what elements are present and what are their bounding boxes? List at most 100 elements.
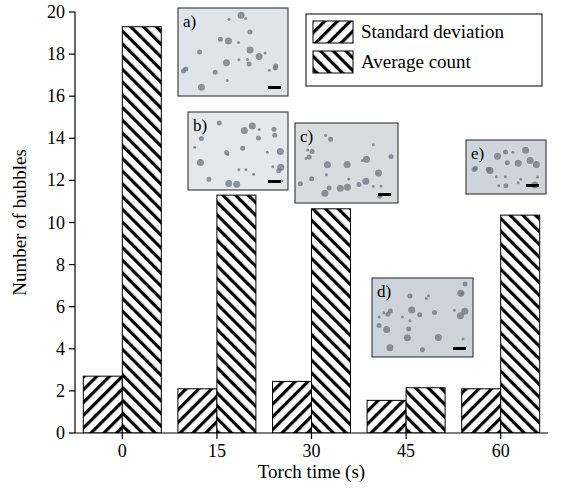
inset-dot: [272, 127, 277, 132]
inset-dot: [310, 149, 315, 154]
inset-dot: [225, 37, 232, 44]
inset-dot: [226, 153, 229, 156]
x-tick-label: 30: [303, 441, 321, 461]
inset-dot: [246, 58, 249, 61]
y-tick-label: 6: [56, 297, 65, 317]
inset-dot: [408, 306, 415, 313]
inset-dot: [307, 154, 312, 159]
inset-image: [372, 278, 473, 357]
inset-dot: [225, 180, 232, 187]
inset-dot: [325, 173, 328, 176]
inset-dot: [377, 323, 382, 328]
inset-dot: [362, 178, 369, 185]
inset-dot: [504, 175, 507, 178]
bar: [178, 389, 217, 433]
inset-dot: [406, 327, 411, 332]
bar: [122, 27, 161, 433]
inset-dot: [527, 157, 534, 164]
y-tick: [69, 53, 75, 54]
inset-dot: [324, 134, 327, 137]
scale-bar: [378, 193, 391, 196]
inset-dot: [244, 168, 247, 171]
inset-dot: [383, 326, 390, 333]
inset-dot: [536, 175, 539, 178]
inset-label: d): [377, 282, 391, 301]
inset-dot: [344, 184, 351, 191]
inset: a): [178, 8, 288, 96]
bar: [83, 376, 122, 433]
inset-dot: [378, 316, 381, 319]
inset-dot: [273, 64, 278, 69]
inset-dot: [356, 182, 361, 187]
inset-dot: [461, 291, 464, 294]
inset-dot: [344, 161, 351, 168]
bar: [312, 209, 351, 433]
inset-image: [295, 123, 398, 203]
inset-dot: [425, 297, 428, 300]
inset-dot: [463, 281, 468, 286]
inset-dot: [505, 160, 510, 165]
y-tick: [69, 348, 75, 349]
inset-dot: [247, 29, 252, 34]
inset-dot: [206, 177, 211, 182]
bars: [83, 27, 539, 433]
inset-image: [178, 8, 288, 96]
inset-dot: [408, 319, 411, 322]
inset-dot: [272, 133, 277, 138]
inset-dot: [503, 183, 508, 188]
bar: [367, 400, 406, 433]
inset-dot: [473, 166, 478, 171]
inset-dot: [237, 168, 240, 171]
inset-dot: [247, 46, 254, 53]
inset-dot: [226, 79, 229, 82]
legend-box: [306, 14, 542, 86]
inset-dot: [522, 147, 529, 154]
inset-dot: [244, 17, 247, 20]
inset: b): [188, 112, 288, 190]
inset-dot: [380, 184, 383, 187]
x-tick-label: 60: [492, 441, 510, 461]
inset-dot: [197, 159, 204, 166]
inset-dot: [327, 185, 332, 190]
inset-label: b): [193, 116, 207, 135]
y-tick: [69, 432, 75, 433]
bar: [217, 195, 256, 433]
inset-dot: [223, 59, 230, 66]
y-tick: [69, 138, 75, 139]
inset-dot: [198, 84, 205, 91]
inset-dot: [386, 344, 393, 351]
inset-dot: [375, 170, 382, 177]
legend-swatch: [313, 51, 353, 73]
inset-dot: [517, 181, 520, 184]
scale-bar: [526, 184, 539, 187]
inset-dot: [197, 50, 202, 55]
inset-dot: [453, 309, 456, 312]
inset: c): [295, 123, 398, 203]
inset-dot: [461, 337, 464, 340]
inset-dot: [337, 185, 344, 192]
inset-image: [466, 140, 546, 194]
inset-dot: [361, 159, 364, 162]
y-tick: [69, 390, 75, 391]
inset-dot: [461, 308, 468, 315]
x-tick: [122, 433, 123, 439]
inset: e): [466, 140, 546, 194]
inset: d): [372, 278, 473, 357]
y-tick: [69, 222, 75, 223]
inset-dot: [199, 136, 204, 141]
y-tick: [69, 96, 75, 97]
y-tick: [69, 306, 75, 307]
inset-dot: [328, 137, 333, 142]
inset-dot: [241, 127, 248, 134]
inset-dot: [237, 58, 240, 61]
inset-dot: [218, 37, 223, 42]
inset-dot: [372, 185, 375, 188]
inset-dot: [497, 184, 500, 187]
inset-dot: [519, 178, 522, 181]
y-tick-label: 14: [47, 128, 65, 148]
x-axis-title: Torch time (s): [258, 461, 365, 483]
inset-dot: [306, 148, 309, 151]
inset-dot: [266, 151, 269, 154]
y-tick-label: 20: [47, 2, 65, 22]
y-tick: [69, 264, 75, 265]
